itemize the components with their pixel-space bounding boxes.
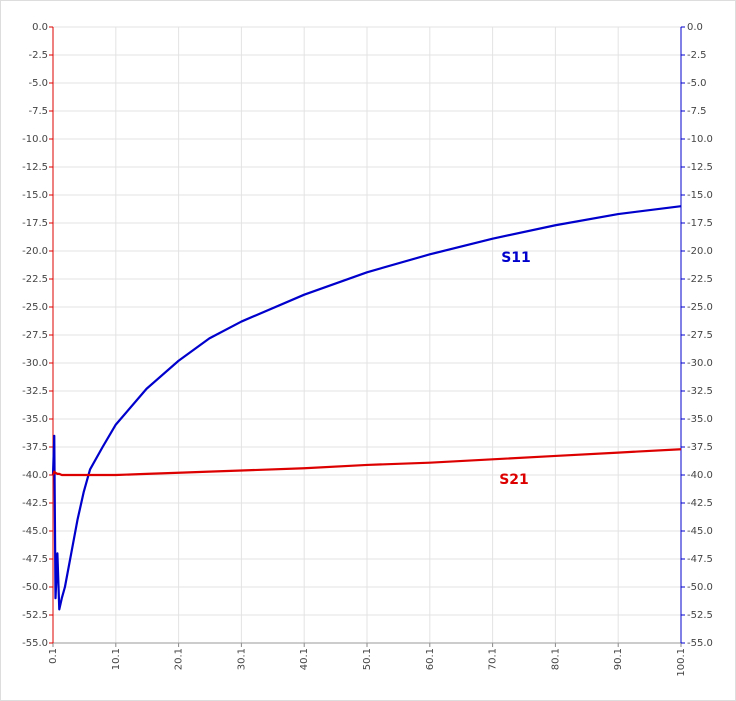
- y-tick-label: -52.5: [22, 610, 48, 621]
- y2-tick-label: -5.0: [687, 78, 707, 89]
- y-tick-label: -2.5: [28, 50, 48, 61]
- y-tick-label: -5.0: [28, 78, 48, 89]
- y2-tick-label: -32.5: [687, 386, 713, 397]
- x-tick-label: 40.1: [299, 648, 310, 670]
- y2-tick-label: -35.0: [687, 414, 713, 425]
- y2-tick-label: -45.0: [687, 526, 713, 537]
- x-tick-label: 70.1: [488, 648, 499, 670]
- y-tick-label: -35.0: [22, 414, 48, 425]
- y-tick-label: -7.5: [28, 106, 48, 117]
- y2-tick-label: -25.0: [687, 302, 713, 313]
- y2-tick-label: -20.0: [687, 246, 713, 257]
- x-tick-label: 50.1: [362, 648, 373, 670]
- y2-tick-label: -55.0: [687, 638, 713, 649]
- x-tick-label: 90.1: [613, 648, 624, 670]
- y2-tick-label: -17.5: [687, 218, 713, 229]
- y-tick-label: -47.5: [22, 554, 48, 565]
- series-line: [51, 448, 682, 477]
- y2-tick-label: -50.0: [687, 582, 713, 593]
- y-tick-label: -45.0: [22, 526, 48, 537]
- series-label: S21: [499, 472, 529, 488]
- y2-tick-label: -47.5: [687, 554, 713, 565]
- y-tick-label: -30.0: [22, 358, 48, 369]
- y-tick-label: -22.5: [22, 274, 48, 285]
- y-tick-label: -32.5: [22, 386, 48, 397]
- x-tick-label: 30.1: [236, 648, 247, 670]
- x-tick-label: 60.1: [425, 648, 436, 670]
- y2-tick-label: 0.0: [687, 22, 703, 33]
- y2-tick-label: -22.5: [687, 274, 713, 285]
- y2-tick-label: -12.5: [687, 162, 713, 173]
- y2-tick-label: -52.5: [687, 610, 713, 621]
- y-tick-label: -25.0: [22, 302, 48, 313]
- y-tick-label: -10.0: [22, 134, 48, 145]
- x-tick-label: 100.1: [676, 648, 687, 677]
- y-tick-label: -12.5: [22, 162, 48, 173]
- y-tick-label: -27.5: [22, 330, 48, 341]
- y2-tick-label: -7.5: [687, 106, 707, 117]
- x-tick-label: 20.1: [174, 648, 185, 670]
- series-label: S11: [501, 250, 531, 266]
- y-tick-label: -20.0: [22, 246, 48, 257]
- y-tick-label: -37.5: [22, 442, 48, 453]
- y2-tick-label: -37.5: [687, 442, 713, 453]
- y2-tick-label: -30.0: [687, 358, 713, 369]
- y-tick-label: -40.0: [22, 470, 48, 481]
- y2-tick-label: -2.5: [687, 50, 707, 61]
- y-tick-label: -42.5: [22, 498, 48, 509]
- x-tick-label: 0.1: [48, 648, 59, 664]
- y2-tick-label: -15.0: [687, 190, 713, 201]
- y-tick-label: -15.0: [22, 190, 48, 201]
- y-tick-label: -55.0: [22, 638, 48, 649]
- y2-tick-label: -42.5: [687, 498, 713, 509]
- x-tick-label: 80.1: [550, 648, 561, 670]
- y-tick-label: -17.5: [22, 218, 48, 229]
- y2-tick-label: -27.5: [687, 330, 713, 341]
- y-tick-label: 0.0: [32, 22, 48, 33]
- y2-tick-label: -10.0: [687, 134, 713, 145]
- series-line: [51, 205, 682, 611]
- y2-tick-label: -40.0: [687, 470, 713, 481]
- x-tick-label: 10.1: [111, 648, 122, 670]
- y-tick-label: -50.0: [22, 582, 48, 593]
